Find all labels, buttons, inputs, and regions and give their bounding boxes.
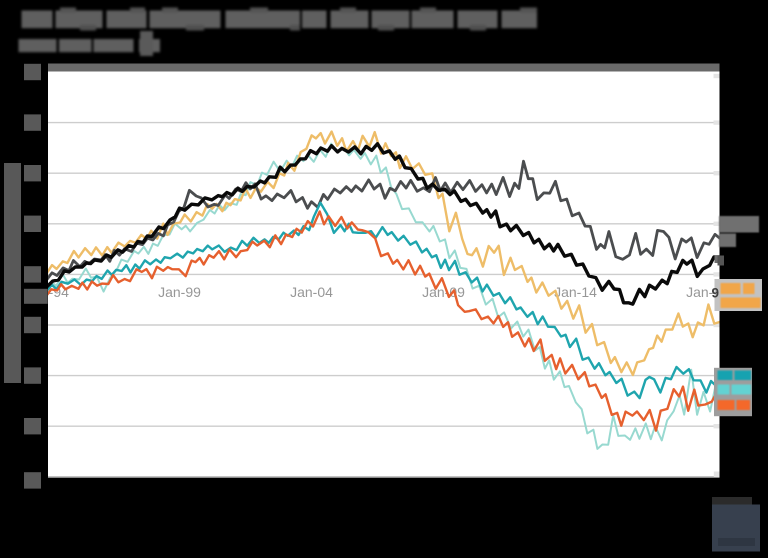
svg-text:9: 9	[712, 286, 720, 301]
svg-text:Jan-04: Jan-04	[290, 284, 333, 300]
svg-text:Jan-19: Jan-19	[686, 284, 729, 300]
svg-text:Jan-99: Jan-99	[158, 284, 201, 300]
svg-text:Jan-14: Jan-14	[554, 284, 597, 300]
svg-text:Jan-09: Jan-09	[422, 284, 465, 300]
